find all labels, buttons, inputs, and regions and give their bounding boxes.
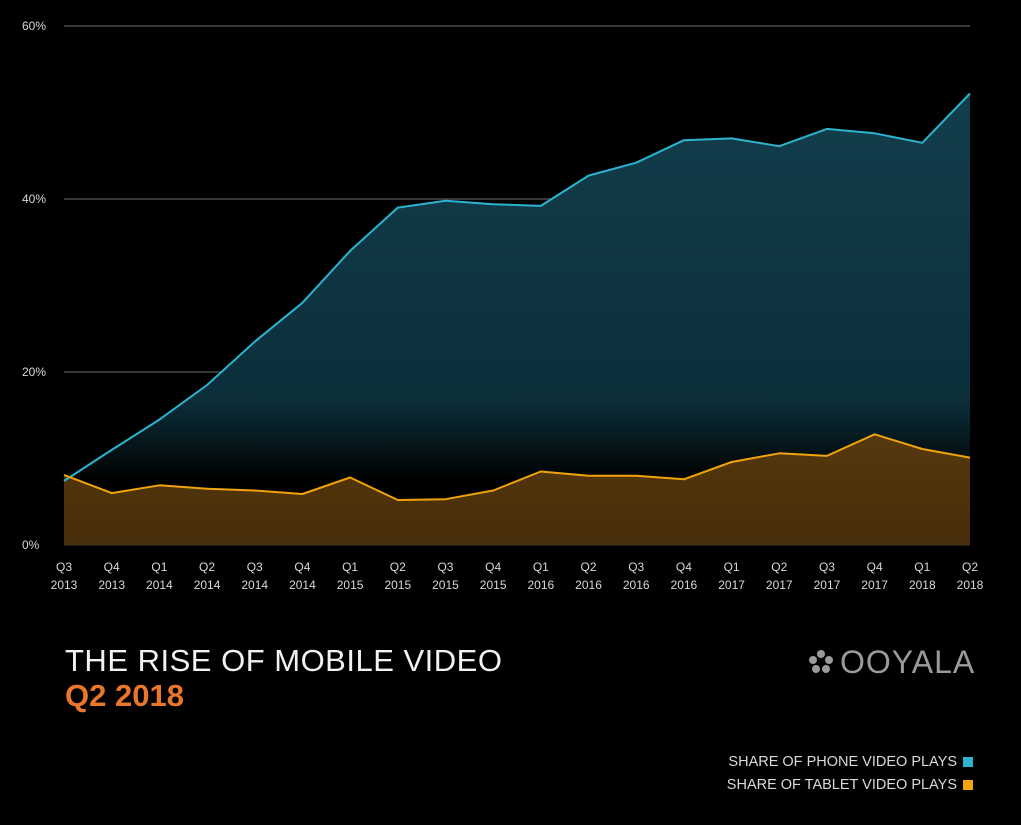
x-tick-year: 2016 xyxy=(623,578,650,592)
x-tick-year: 2017 xyxy=(766,578,793,592)
x-tick-year: 2015 xyxy=(480,578,507,592)
x-tick-quarter: Q3 xyxy=(628,560,644,574)
y-tick-label: 0% xyxy=(22,538,40,552)
x-tick-quarter: Q2 xyxy=(771,560,787,574)
x-tick-quarter: Q4 xyxy=(867,560,883,574)
brand-logo-text: OOYALA xyxy=(840,643,976,680)
y-axis-ticks: 0% 20% 40% 60% xyxy=(22,19,46,552)
x-tick-year: 2016 xyxy=(671,578,698,592)
x-tick-year: 2014 xyxy=(194,578,221,592)
legend-item-phone: SHARE OF PHONE VIDEO PLAYS xyxy=(727,750,973,773)
x-tick-quarter: Q2 xyxy=(199,560,215,574)
x-tick-year: 2017 xyxy=(814,578,841,592)
x-tick-quarter: Q1 xyxy=(914,560,930,574)
x-axis-ticks: Q3 2013 Q4 2013 Q1 2014 Q2 2014 Q3 2014 Q4 2014 Q1 20… xyxy=(51,560,984,592)
legend-swatch-phone xyxy=(963,756,973,767)
brand-logo: OOYALA xyxy=(808,642,975,682)
x-tick-quarter: Q3 xyxy=(247,560,263,574)
y-tick-label: 40% xyxy=(22,192,46,206)
x-tick-year: 2016 xyxy=(575,578,602,592)
x-tick-year: 2018 xyxy=(909,578,936,592)
x-tick-quarter: Q3 xyxy=(437,560,453,574)
chart: 0% 20% 40% 60% Q3 2013 Q4 2013 Q1 2014 Q2 2014 Q3 20… xyxy=(22,19,984,592)
x-tick-year: 2013 xyxy=(51,578,78,592)
x-tick-year: 2014 xyxy=(241,578,268,592)
series-line-tablet xyxy=(63,433,971,501)
x-tick-quarter: Q2 xyxy=(581,560,597,574)
x-tick-year: 2014 xyxy=(289,578,316,592)
x-tick-year: 2017 xyxy=(861,578,888,592)
legend: SHARE OF PHONE VIDEO PLAYS SHARE OF TABL… xyxy=(727,750,973,796)
series-area-tablet xyxy=(64,434,970,545)
x-tick-year: 2014 xyxy=(146,578,173,592)
x-tick-quarter: Q2 xyxy=(962,560,978,574)
x-tick-year: 2018 xyxy=(957,578,984,592)
ooyala-dots-icon xyxy=(809,650,833,673)
series-areas xyxy=(63,92,971,545)
x-tick-quarter: Q3 xyxy=(819,560,835,574)
x-tick-year: 2013 xyxy=(98,578,125,592)
x-tick-year: 2017 xyxy=(718,578,745,592)
chart-subtitle: Q2 2018 xyxy=(65,678,184,713)
x-tick-year: 2015 xyxy=(432,578,459,592)
legend-label-phone: SHARE OF PHONE VIDEO PLAYS xyxy=(728,753,957,770)
x-tick-quarter: Q4 xyxy=(294,560,310,574)
x-tick-year: 2015 xyxy=(337,578,364,592)
x-tick-quarter: Q4 xyxy=(485,560,501,574)
x-tick-quarter: Q2 xyxy=(390,560,406,574)
legend-swatch-tablet xyxy=(963,779,973,790)
x-tick-quarter: Q1 xyxy=(151,560,167,574)
series-line-phone xyxy=(63,92,971,482)
x-tick-quarter: Q4 xyxy=(676,560,692,574)
x-tick-quarter: Q3 xyxy=(56,560,72,574)
x-tick-year: 2016 xyxy=(527,578,554,592)
x-tick-quarter: Q1 xyxy=(533,560,549,574)
legend-item-tablet: SHARE OF TABLET VIDEO PLAYS xyxy=(727,773,973,796)
x-tick-quarter: Q1 xyxy=(342,560,358,574)
x-tick-quarter: Q4 xyxy=(104,560,120,574)
series-area-phone xyxy=(64,93,970,545)
chart-title: THE RISE OF MOBILE VIDEO xyxy=(65,643,503,678)
x-tick-year: 2015 xyxy=(384,578,411,592)
y-tick-label: 20% xyxy=(22,365,46,379)
x-tick-quarter: Q1 xyxy=(724,560,740,574)
legend-label-tablet: SHARE OF TABLET VIDEO PLAYS xyxy=(726,776,957,793)
y-tick-label: 60% xyxy=(22,19,46,33)
